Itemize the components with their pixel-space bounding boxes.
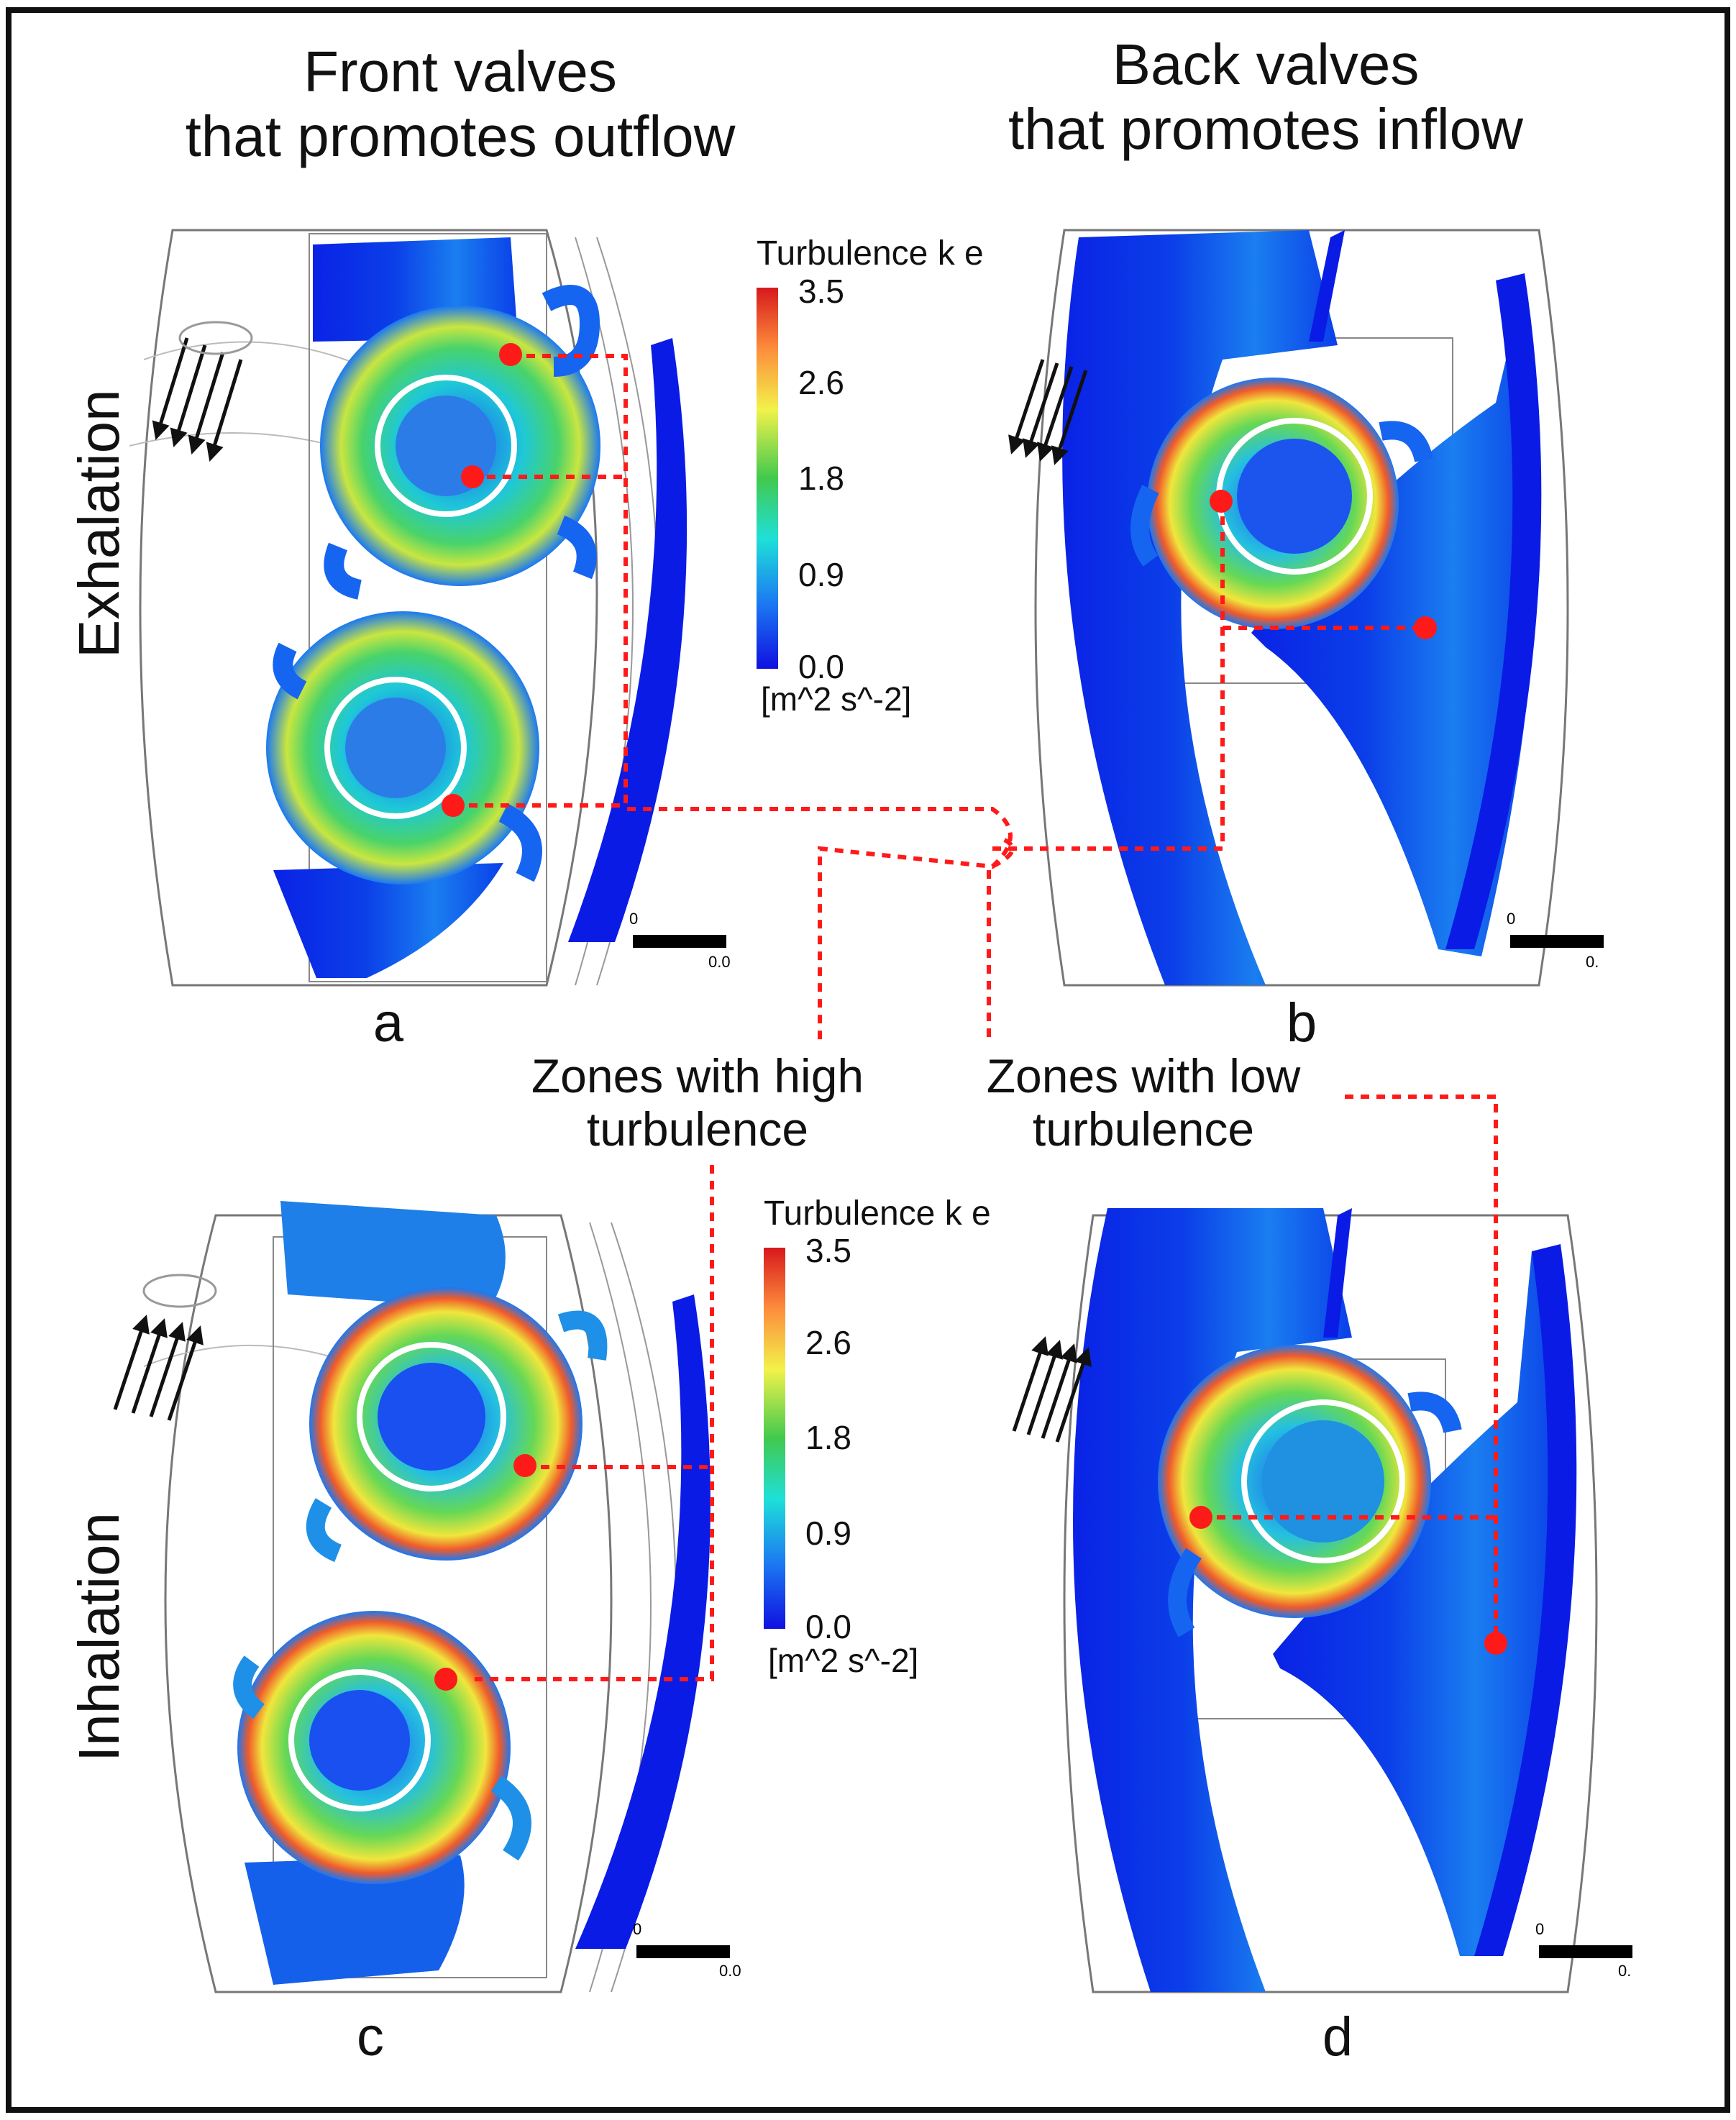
marker-c-lower: [434, 1668, 457, 1691]
zones-high-turbulence-label: Zones with high turbulence: [531, 1049, 864, 1156]
panel-d-simulation: 0 0.: [1012, 1208, 1632, 1993]
colorbar-bottom-unit: [m^2 s^-2]: [768, 1642, 919, 1679]
colorbar-top-tick-0: 3.5: [798, 273, 844, 310]
colorbar-bottom-tick-3: 0.9: [805, 1514, 851, 1552]
panel-b-scalebar: [1510, 935, 1604, 948]
marker-c-upper: [513, 1454, 536, 1477]
panel-label-c: c: [357, 2006, 384, 2068]
marker-b-fan: [1414, 616, 1437, 639]
panel-a-simulation: 0 0.0: [129, 229, 731, 987]
panel-a-scalebar-end: 0.0: [708, 953, 731, 971]
panel-label-a: a: [373, 992, 404, 1054]
colorbar-bottom-tick-4: 0.0: [805, 1608, 851, 1645]
zones-low-turbulence-label: Zones with low turbulence: [986, 1049, 1301, 1156]
panel-b-simulation: 0 0.: [1008, 229, 1604, 987]
figure-border: [6, 7, 1730, 2113]
marker-d-fan: [1484, 1632, 1507, 1655]
colorbar-top: [757, 288, 778, 669]
panel-a-scalebar-zero: 0: [629, 910, 638, 928]
panel-b-scalebar-end: 0.: [1586, 953, 1599, 971]
panel-d-left-channel: [1073, 1208, 1352, 1992]
colorbar-bottom-tick-1: 2.6: [805, 1324, 851, 1361]
row-label-exhalation: Exhalation: [67, 389, 131, 658]
colorbar-top-tick-4: 0.0: [798, 648, 844, 685]
panel-b-scalebar-zero: 0: [1507, 910, 1515, 928]
panel-c-scalebar-zero: 0: [633, 1920, 641, 1938]
panel-c-side-channel: [575, 1294, 711, 1949]
panel-d-scalebar-zero: 0: [1535, 1920, 1544, 1938]
panel-b-right-fan: [1251, 280, 1539, 956]
panel-b-left-channel: [1062, 230, 1338, 985]
panel-d-scalebar: [1539, 1945, 1632, 1958]
panel-d-right-fan: [1273, 1251, 1562, 1956]
column-title-back: Back valves that promotes inflow: [1008, 32, 1523, 161]
panel-d-scalebar-end: 0.: [1618, 1962, 1631, 1980]
panel-c-scalebar: [636, 1945, 730, 1958]
colorbar-bottom-title: Turbulence k e: [764, 1194, 991, 1233]
marker-a-bottom: [442, 794, 465, 817]
colorbar-top-tick-3: 0.9: [798, 556, 844, 593]
annotation-lines: [453, 354, 1498, 1681]
marker-a-top: [499, 343, 522, 366]
panel-a-scalebar: [633, 935, 726, 948]
panel-label-b: b: [1286, 992, 1317, 1054]
high-turbulence-leader-bottom: [475, 1165, 714, 1681]
panel-a-bottom-fan: [273, 863, 503, 978]
colorbar-top-tick-2: 1.8: [798, 460, 844, 497]
panel-c-top-fan: [280, 1201, 506, 1309]
column-title-front: Front valves that promotes outflow: [185, 40, 736, 168]
panel-c-simulation: 0 0.0: [113, 1201, 741, 1993]
colorbar-bottom-tick-2: 1.8: [805, 1419, 851, 1456]
marker-b-valve: [1210, 490, 1233, 513]
low-turbulence-leader-bottom: [1345, 1095, 1498, 1640]
colorbar-bottom-tick-0: 3.5: [805, 1232, 851, 1269]
row-label-inhalation: Inhalation: [67, 1512, 131, 1762]
panel-c-scalebar-end: 0.0: [719, 1962, 741, 1980]
colorbar-top-tick-1: 2.6: [798, 364, 844, 401]
panel-label-d: d: [1322, 2006, 1353, 2068]
panel-a-side-channel: [568, 338, 687, 942]
marker-a-mid: [461, 465, 484, 488]
colorbar-top-title: Turbulence k e: [757, 234, 984, 273]
turbulence-markers: [434, 343, 1507, 1691]
panel-c-bottom-fan: [245, 1855, 465, 1985]
marker-d-valve: [1189, 1506, 1212, 1529]
low-turbulence-leader-top: [991, 503, 1225, 869]
colorbar-top-unit: [m^2 s^-2]: [761, 680, 912, 718]
panel-b-far-channel: [1445, 273, 1542, 949]
colorbar-bottom: [764, 1248, 785, 1629]
panel-d-far-channel: [1474, 1244, 1577, 1956]
